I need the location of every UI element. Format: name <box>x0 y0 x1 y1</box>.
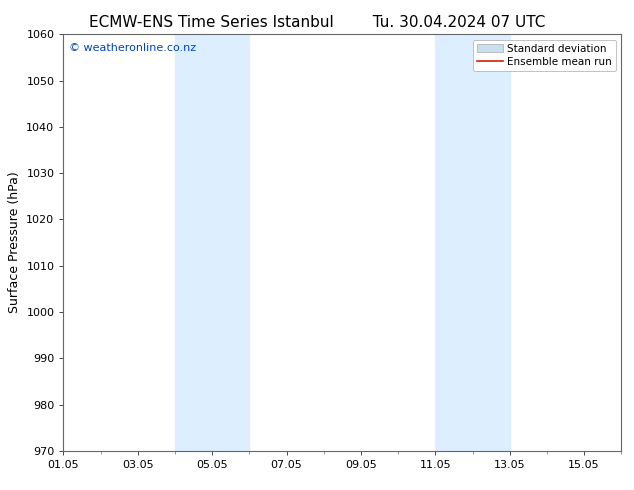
Text: ECMW-ENS Time Series Istanbul        Tu. 30.04.2024 07 UTC: ECMW-ENS Time Series Istanbul Tu. 30.04.… <box>89 15 545 30</box>
Legend: Standard deviation, Ensemble mean run: Standard deviation, Ensemble mean run <box>473 40 616 71</box>
Bar <box>175 34 249 451</box>
Y-axis label: Surface Pressure (hPa): Surface Pressure (hPa) <box>8 172 21 314</box>
Bar <box>436 34 510 451</box>
Text: © weatheronline.co.nz: © weatheronline.co.nz <box>69 43 196 52</box>
